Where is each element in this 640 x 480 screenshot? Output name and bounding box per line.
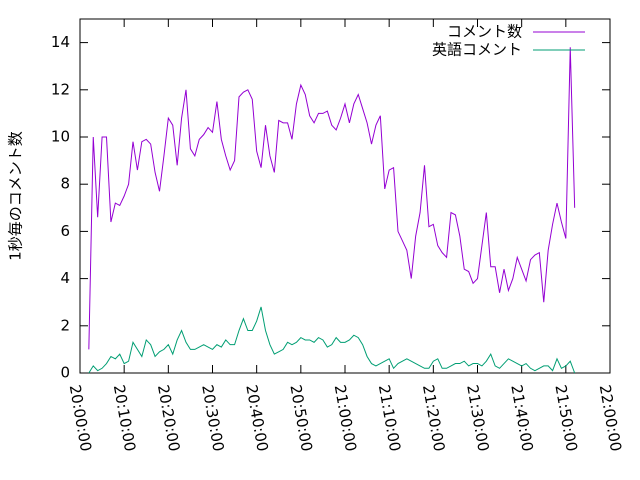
y-tick-label: 2 <box>60 316 70 334</box>
x-tick-label: 21:00:00 <box>331 383 360 452</box>
x-tick-label: 20:50:00 <box>286 383 315 452</box>
x-tick-label: 21:50:00 <box>551 383 580 452</box>
y-tick-label: 0 <box>60 364 70 382</box>
legend-label: 英語コメント <box>432 41 522 59</box>
x-tick-label: 21:10:00 <box>375 383 404 452</box>
x-tick-label: 20:00:00 <box>66 383 95 452</box>
series-line <box>88 306 576 374</box>
x-tick-label: 21:40:00 <box>507 383 536 452</box>
x-tick-label: 20:10:00 <box>110 383 139 452</box>
x-tick-label: 22:00:00 <box>596 383 625 452</box>
y-tick-label: 12 <box>51 80 70 98</box>
x-tick-label: 20:40:00 <box>242 383 271 452</box>
y-tick-label: 6 <box>60 222 70 240</box>
x-tick-label: 21:20:00 <box>419 383 448 452</box>
plot-frame <box>79 18 611 374</box>
y-tick-label: 8 <box>60 175 70 193</box>
y-axis-label: 1秒毎のコメント数 <box>7 131 25 261</box>
y-tick-label: 10 <box>51 128 70 146</box>
y-tick-label: 14 <box>51 33 70 51</box>
x-tick-label: 21:30:00 <box>463 383 492 452</box>
y-tick-label: 4 <box>60 269 70 287</box>
x-tick-label: 20:30:00 <box>198 383 227 452</box>
series-line <box>88 47 576 350</box>
legend-label: コメント数 <box>447 23 522 41</box>
x-tick-label: 20:20:00 <box>154 383 183 452</box>
